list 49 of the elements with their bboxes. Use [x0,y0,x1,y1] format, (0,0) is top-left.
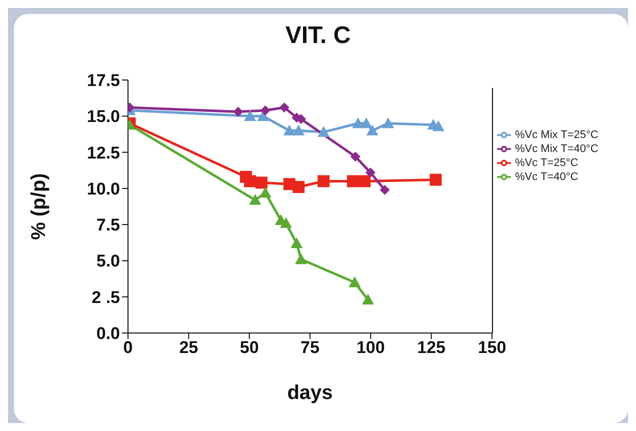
point [365,168,376,178]
point [255,176,268,189]
x-tick-label: 75 [300,338,320,358]
x-tick-label: 50 [240,338,259,358]
x-tick-label: 0 [123,338,133,358]
point [260,105,270,116]
point [350,152,360,162]
y-tick-label: 7.5 [96,216,120,235]
point [292,180,305,193]
point [360,117,372,128]
legend-label: %Vc Mix T=25°C [515,128,598,141]
point [279,102,290,112]
point [295,253,308,264]
y-tick-label: 17.5 [86,71,120,90]
y-tick-label: 12.5 [86,143,120,162]
legend-label: %Vc T=25°C [515,156,578,169]
point [290,237,303,248]
point [292,124,305,136]
x-tick-label: 100 [356,338,385,358]
x-axis-title: days [287,382,333,404]
point [430,174,442,186]
point [318,175,330,188]
x-tick-label: 25 [179,338,198,358]
y-tick-label: 15.0 [86,107,120,126]
point [283,124,296,136]
legend-label: %Vc T=40°C [515,170,578,183]
point [432,120,444,132]
point [318,126,330,137]
y-tick-label: 0.0 [96,324,120,344]
point [249,194,262,205]
y-axis-title: % (p/p) [28,173,50,240]
point [233,106,244,117]
point [382,117,394,128]
point [362,294,374,305]
x-tick-label: 125 [417,338,446,358]
y-tick-label: 10.0 [86,179,120,198]
point [244,110,256,121]
y-tick-label: 5.0 [96,252,120,271]
chart-title: VIT. C [284,22,352,50]
point [358,175,371,188]
point [346,175,359,188]
point [259,186,272,198]
point [366,124,378,136]
y-tick-label: 2 .5 [92,288,120,307]
point [380,184,390,195]
legend-label: %Vc Mix T=40°C [515,142,598,155]
x-tick-label: 150 [478,338,506,358]
point [280,217,292,228]
point [348,276,361,288]
